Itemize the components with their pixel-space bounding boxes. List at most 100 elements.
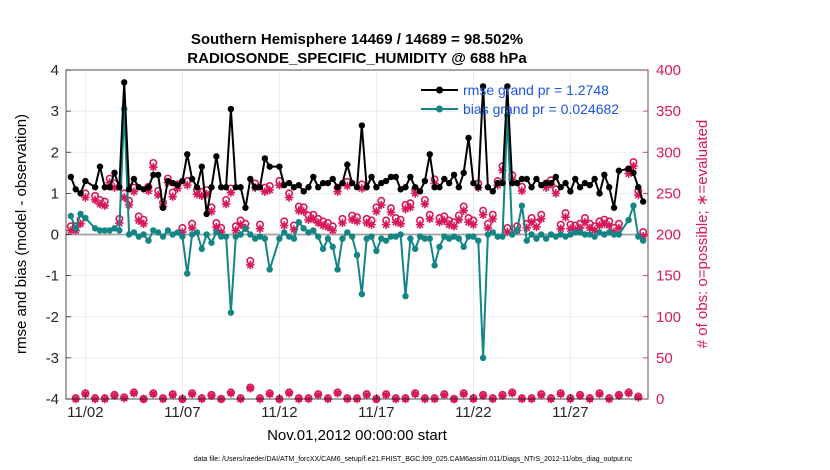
obs-evaluated-marker xyxy=(120,393,129,403)
bias-point xyxy=(484,231,492,238)
bias-point xyxy=(407,235,414,242)
rmse-point xyxy=(319,179,327,187)
obs-evaluated-marker xyxy=(541,183,551,192)
bias-point xyxy=(382,237,390,244)
obs-evaluated-marker xyxy=(386,208,396,217)
obs-evaluated-marker xyxy=(367,220,376,229)
rmse-point xyxy=(499,179,506,187)
bias-point xyxy=(353,251,361,259)
obs-evaluated-marker xyxy=(328,226,337,235)
rmse-point xyxy=(198,163,205,170)
bias-point xyxy=(436,243,443,251)
obs-evaluated-marker xyxy=(561,213,570,222)
legend-rmse-label: rmse grand pr = 1.2748 xyxy=(463,82,609,98)
obs-evaluated-marker xyxy=(435,217,444,227)
rmse-point xyxy=(276,163,283,170)
obs-evaluated-marker xyxy=(614,391,624,400)
bias-point xyxy=(431,262,438,269)
obs-evaluated-marker xyxy=(580,217,590,227)
bias-point xyxy=(557,231,564,238)
obs-evaluated-marker xyxy=(352,217,362,226)
bias-point xyxy=(470,233,477,240)
obs-evaluated-marker xyxy=(183,180,192,190)
rmse-point xyxy=(615,167,623,174)
bias-point xyxy=(494,233,501,240)
rmse-point xyxy=(513,179,521,187)
obs-evaluated-marker xyxy=(187,389,197,399)
obs-evaluated-marker xyxy=(425,214,434,224)
obs-evaluated-marker xyxy=(129,187,139,196)
obs-evaluated-marker xyxy=(454,215,464,224)
rmse-point xyxy=(222,184,230,191)
obs-evaluated-marker xyxy=(517,186,527,196)
rmse-point xyxy=(339,179,346,187)
bias-point xyxy=(523,237,530,244)
rmse-point xyxy=(72,186,79,193)
bias-point xyxy=(329,243,336,251)
obs-evaluated-marker xyxy=(338,218,347,228)
obs-evaluated-marker xyxy=(401,204,410,214)
obs-evaluated-marker xyxy=(304,215,313,224)
obs-evaluated-marker xyxy=(527,217,536,227)
rmse-point xyxy=(285,179,293,187)
bias-point xyxy=(145,237,152,244)
obs-evaluated-marker xyxy=(110,183,119,192)
obs-evaluated-marker xyxy=(483,223,493,233)
rmse-point xyxy=(281,181,288,189)
bias-point xyxy=(198,245,205,253)
rmse-point xyxy=(455,184,463,191)
obs-evaluated-marker xyxy=(634,190,643,200)
bias-point xyxy=(601,231,608,238)
obs-evaluated-marker xyxy=(231,226,240,235)
obs-evaluated-marker xyxy=(110,391,119,400)
rmse-point xyxy=(237,184,244,191)
rmse-point xyxy=(586,181,593,189)
obs-evaluated-marker xyxy=(522,223,531,233)
obs-evaluated-marker xyxy=(411,389,420,399)
rmse-point xyxy=(426,151,433,158)
rmse-point xyxy=(251,184,259,191)
rmse-point xyxy=(140,186,147,193)
rmse-point xyxy=(625,165,632,172)
bias-point xyxy=(610,231,618,238)
obs-evaluated-marker xyxy=(144,186,153,196)
obs-evaluated-marker xyxy=(440,390,449,400)
rmse-point xyxy=(125,186,133,193)
bias-point xyxy=(373,247,380,255)
x-tick-label: 11/02 xyxy=(67,404,103,421)
rmse-point xyxy=(227,105,235,113)
rmse-point xyxy=(528,184,535,191)
obs-evaluated-marker xyxy=(168,192,177,201)
bias-point xyxy=(295,218,302,226)
obs-evaluated-marker xyxy=(197,191,206,201)
obs-evaluated-marker xyxy=(634,393,643,402)
rmse-point xyxy=(402,184,409,191)
rmse-point xyxy=(179,177,186,185)
obs-evaluated-marker xyxy=(600,219,609,229)
obs-evaluated-marker xyxy=(236,220,245,229)
rmse-point xyxy=(509,179,516,187)
obs-evaluated-marker xyxy=(605,221,614,230)
obs-evaluated-marker xyxy=(314,390,323,400)
y-tick-label-right: 350 xyxy=(656,103,681,120)
rmse-point xyxy=(460,169,467,177)
y-tick-label-right: 0 xyxy=(656,391,664,408)
rmse-point xyxy=(504,83,511,90)
legend: rmse grand pr = 1.2748 bias grand pr = 0… xyxy=(421,82,619,117)
rmse-point xyxy=(213,153,220,160)
bias-point xyxy=(334,266,341,273)
rmse-point xyxy=(392,173,399,181)
bias-point xyxy=(91,225,99,232)
rmse-point xyxy=(193,184,201,191)
rmse-point xyxy=(489,188,496,195)
legend-bias-label: bias grand pr = 0.024682 xyxy=(463,101,619,117)
chart-title-line2: RADIOSONDE_SPECIFIC_HUMIDITY @ 688 hPa xyxy=(187,50,527,67)
obs-evaluated-marker xyxy=(323,222,333,232)
bias-point xyxy=(300,225,307,232)
y-tick-label-left: 2 xyxy=(51,144,59,161)
obs-evaluated-marker xyxy=(246,260,255,270)
obs-evaluated-marker xyxy=(537,390,546,400)
rmse-point xyxy=(363,184,370,191)
bias-point xyxy=(387,233,395,240)
obs-evaluated-marker xyxy=(81,193,90,202)
